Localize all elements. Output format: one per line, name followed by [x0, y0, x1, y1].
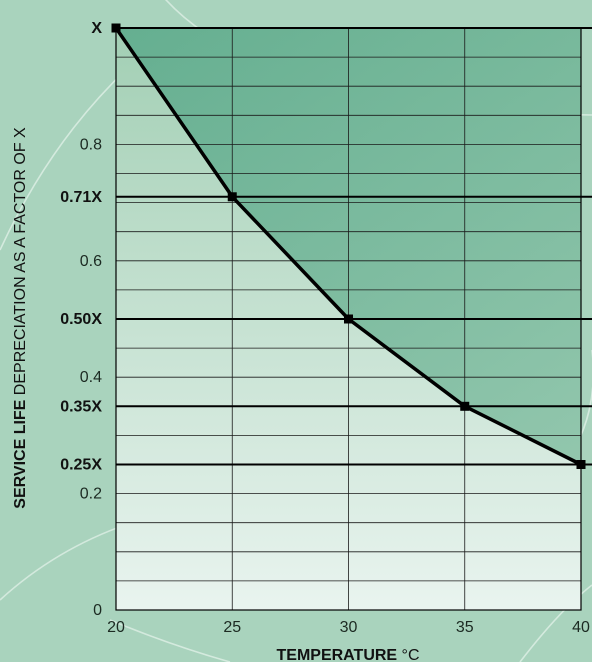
y-tick-label: 0.6	[80, 253, 102, 270]
reference-label: 0.71X	[60, 189, 102, 206]
data-point	[111, 23, 121, 33]
plot-frame	[115, 27, 582, 611]
x-tick-label: 35	[456, 619, 474, 636]
reference-label: 0.25X	[60, 457, 102, 474]
data-point	[344, 314, 353, 324]
y-tick-label: 0.8	[80, 136, 102, 153]
y-tick-label: 0.4	[80, 369, 102, 386]
reference-label: 0.50X	[60, 311, 102, 328]
y-tick-label: 0.2	[80, 486, 102, 503]
reference-label: X	[91, 20, 102, 37]
x-tick-label: 20	[107, 619, 125, 636]
reference-labels: X 0.71X 0.50X 0.35X 0.25X	[60, 20, 102, 474]
data-markers	[111, 23, 586, 469]
y-tick-labels: 0 0.2 0.4 0.6 0.8	[80, 136, 102, 619]
x-tick-label: 30	[340, 619, 358, 636]
x-axis-title: TEMPERATURE °C	[277, 647, 420, 662]
y-tick-label: 0	[93, 602, 102, 619]
data-point	[227, 192, 237, 202]
y-axis-title: SERVICE LIFE DEPRECIATION AS A FACTOR OF…	[12, 127, 29, 509]
reference-label: 0.35X	[60, 398, 102, 415]
data-point	[460, 401, 470, 411]
data-point	[576, 460, 586, 469]
x-tick-labels: 20 25 30 35 40	[107, 619, 590, 636]
x-tick-label: 25	[223, 619, 241, 636]
x-tick-label: 40	[572, 619, 590, 636]
